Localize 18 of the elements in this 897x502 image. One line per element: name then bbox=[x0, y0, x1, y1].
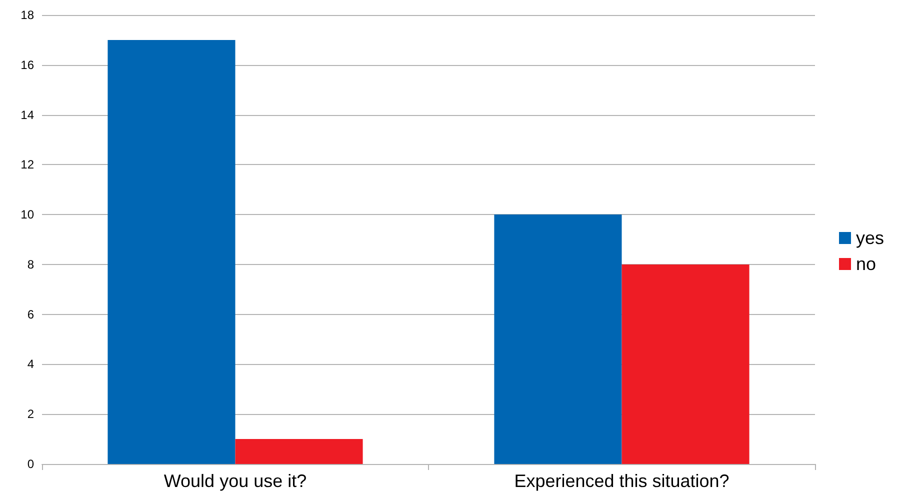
legend-label: no bbox=[856, 254, 876, 274]
y-tick-label: 10 bbox=[20, 208, 34, 222]
y-tick-label: 6 bbox=[27, 307, 34, 322]
y-tick-label: 0 bbox=[27, 457, 34, 471]
x-tick-label: Would you use it? bbox=[164, 471, 307, 491]
y-tick-label: 16 bbox=[20, 58, 34, 72]
x-tick-label: Experienced this situation? bbox=[514, 471, 730, 491]
bar bbox=[622, 264, 750, 464]
y-tick-label: 12 bbox=[20, 158, 34, 172]
y-tick-label: 14 bbox=[20, 108, 34, 122]
bar bbox=[235, 439, 363, 464]
y-tick-label: 18 bbox=[20, 8, 34, 22]
y-tick-label: 2 bbox=[27, 407, 34, 422]
legend-label: yes bbox=[856, 228, 884, 248]
y-tick-label: 8 bbox=[27, 257, 34, 272]
bar bbox=[108, 40, 236, 464]
y-tick-label: 4 bbox=[27, 357, 34, 372]
bar bbox=[494, 214, 622, 464]
